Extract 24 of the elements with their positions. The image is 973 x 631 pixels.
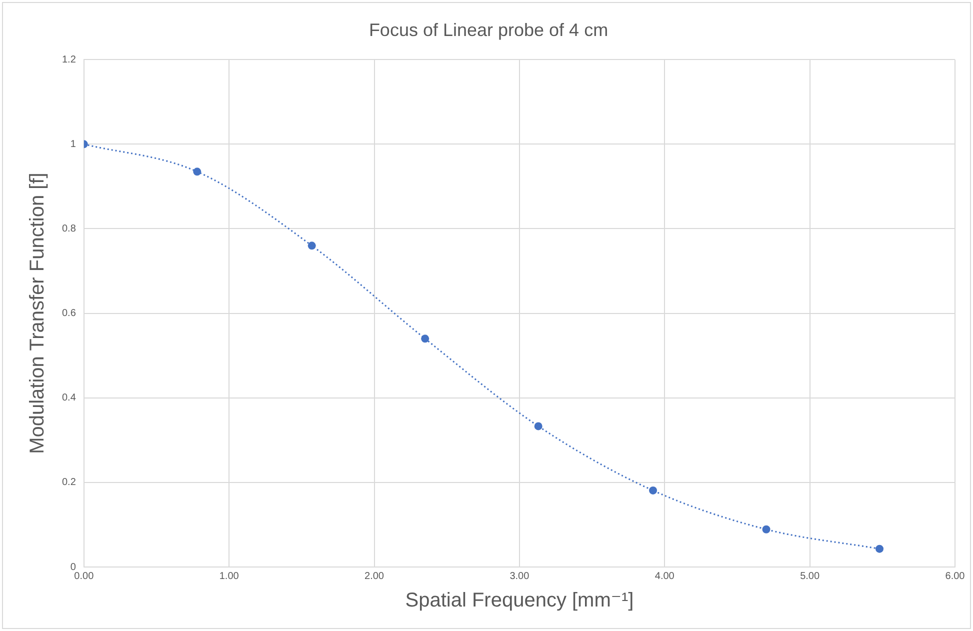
y-tick-label: 0 bbox=[70, 562, 76, 573]
point bbox=[534, 422, 542, 430]
point bbox=[762, 525, 770, 534]
y-tick-label: 0.6 bbox=[62, 308, 76, 320]
point bbox=[193, 168, 202, 176]
point bbox=[308, 242, 316, 250]
point bbox=[421, 334, 430, 343]
x-tick-label: 5.00 bbox=[800, 570, 820, 582]
x-tick-label: 2.00 bbox=[364, 570, 384, 582]
chart-title: Focus of Linear probe of 4 cm bbox=[368, 20, 608, 40]
x-tick-label: 1.00 bbox=[219, 570, 240, 582]
point bbox=[876, 544, 884, 553]
y-axis-title: Modulation Transfer Function [f] bbox=[26, 172, 49, 454]
y-tick-label: 0.2 bbox=[62, 477, 76, 488]
y-tick-label: 1.2 bbox=[62, 54, 76, 66]
point bbox=[649, 486, 658, 494]
y-tick-label: 0.4 bbox=[62, 392, 76, 404]
x-tick-label: 0.00 bbox=[74, 570, 94, 582]
x-tick-label: 4.00 bbox=[654, 570, 675, 582]
y-tick-label: 0.8 bbox=[62, 223, 76, 234]
y-tick-label: 1 bbox=[70, 138, 76, 150]
x-tick-label: 6.00 bbox=[945, 570, 966, 582]
x-axis-title: Spatial Frequency [mm⁻¹] bbox=[405, 590, 634, 612]
x-tick-label: 3.00 bbox=[510, 570, 530, 582]
